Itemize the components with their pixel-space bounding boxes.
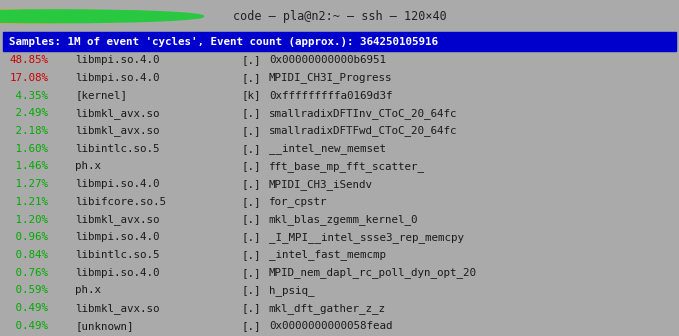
Text: 0.49%: 0.49%: [10, 321, 48, 331]
Text: 48.85%: 48.85%: [10, 55, 48, 65]
Text: [.]: [.]: [242, 303, 261, 313]
Text: libifcore.so.5: libifcore.so.5: [75, 197, 166, 207]
Circle shape: [0, 10, 204, 23]
Text: 0.59%: 0.59%: [10, 285, 48, 295]
Text: libintlc.so.5: libintlc.so.5: [75, 250, 160, 260]
Text: mkl_dft_gather_z_z: mkl_dft_gather_z_z: [269, 303, 386, 313]
Text: libmkl_avx.so: libmkl_avx.so: [75, 303, 160, 313]
Text: [.]: [.]: [242, 250, 261, 260]
Text: MPID_nem_dapl_rc_poll_dyn_opt_20: MPID_nem_dapl_rc_poll_dyn_opt_20: [269, 267, 477, 278]
Text: 1.21%: 1.21%: [10, 197, 48, 207]
Text: ph.x: ph.x: [75, 161, 101, 171]
Text: MPIDI_CH3I_Progress: MPIDI_CH3I_Progress: [269, 73, 392, 83]
Text: [.]: [.]: [242, 126, 261, 136]
Text: 0xfffffffffa0169d3f: 0xfffffffffa0169d3f: [269, 91, 392, 100]
Text: ph.x: ph.x: [75, 285, 101, 295]
Bar: [3, 32, 676, 51]
Text: libmpi.so.4.0: libmpi.so.4.0: [75, 268, 160, 278]
Text: [unknown]: [unknown]: [75, 321, 134, 331]
Text: _intel_fast_memcmp: _intel_fast_memcmp: [269, 250, 386, 260]
Text: 0.96%: 0.96%: [10, 232, 48, 242]
Text: __intel_new_memset: __intel_new_memset: [269, 143, 386, 154]
Text: [.]: [.]: [242, 197, 261, 207]
Text: [.]: [.]: [242, 321, 261, 331]
Text: 2.49%: 2.49%: [10, 108, 48, 118]
Text: 0.84%: 0.84%: [10, 250, 48, 260]
Text: [.]: [.]: [242, 179, 261, 189]
Text: mkl_blas_zgemm_kernel_0: mkl_blas_zgemm_kernel_0: [269, 214, 418, 225]
Text: libmkl_avx.so: libmkl_avx.so: [75, 126, 160, 136]
Text: libmpi.so.4.0: libmpi.so.4.0: [75, 73, 160, 83]
Text: 0.76%: 0.76%: [10, 268, 48, 278]
Text: h_psiq_: h_psiq_: [269, 285, 314, 296]
Text: [.]: [.]: [242, 268, 261, 278]
Text: libintlc.so.5: libintlc.so.5: [75, 144, 160, 154]
Text: 1.20%: 1.20%: [10, 215, 48, 224]
Text: [.]: [.]: [242, 144, 261, 154]
Text: code — pla@n2:~ — ssh — 120×40: code — pla@n2:~ — ssh — 120×40: [233, 10, 446, 23]
Text: fft_base_mp_fft_scatter_: fft_base_mp_fft_scatter_: [269, 161, 425, 172]
Text: libmpi.so.4.0: libmpi.so.4.0: [75, 55, 160, 65]
Text: MPIDI_CH3_iSendv: MPIDI_CH3_iSendv: [269, 179, 373, 190]
Text: [.]: [.]: [242, 55, 261, 65]
Text: Samples: 1M of event 'cycles', Event count (approx.): 364250105916: Samples: 1M of event 'cycles', Event cou…: [10, 37, 439, 47]
Text: [.]: [.]: [242, 161, 261, 171]
Text: [.]: [.]: [242, 73, 261, 83]
Text: [kernel]: [kernel]: [75, 91, 128, 100]
Text: [.]: [.]: [242, 232, 261, 242]
Text: 0x0000000000058fead: 0x0000000000058fead: [269, 321, 392, 331]
Text: [.]: [.]: [242, 108, 261, 118]
Text: 0x00000000000b6951: 0x00000000000b6951: [269, 55, 386, 65]
Text: 17.08%: 17.08%: [10, 73, 48, 83]
Text: 1.46%: 1.46%: [10, 161, 48, 171]
Text: 1.27%: 1.27%: [10, 179, 48, 189]
Text: 4.35%: 4.35%: [10, 91, 48, 100]
Text: for_cpstr: for_cpstr: [269, 196, 327, 207]
Text: _I_MPI__intel_ssse3_rep_memcpy: _I_MPI__intel_ssse3_rep_memcpy: [269, 232, 464, 243]
Text: [k]: [k]: [242, 91, 261, 100]
Text: 2.18%: 2.18%: [10, 126, 48, 136]
Text: smallradixDFTInv_CToC_20_64fc: smallradixDFTInv_CToC_20_64fc: [269, 108, 457, 119]
Text: 1.60%: 1.60%: [10, 144, 48, 154]
Text: smallradixDFTFwd_CToC_20_64fc: smallradixDFTFwd_CToC_20_64fc: [269, 126, 457, 136]
Text: [.]: [.]: [242, 285, 261, 295]
Text: [.]: [.]: [242, 215, 261, 224]
Text: libmkl_avx.so: libmkl_avx.so: [75, 214, 160, 225]
Circle shape: [0, 10, 183, 23]
Text: 0.49%: 0.49%: [10, 303, 48, 313]
Text: libmkl_avx.so: libmkl_avx.so: [75, 108, 160, 119]
Text: libmpi.so.4.0: libmpi.so.4.0: [75, 232, 160, 242]
Circle shape: [0, 10, 163, 23]
Text: libmpi.so.4.0: libmpi.so.4.0: [75, 179, 160, 189]
